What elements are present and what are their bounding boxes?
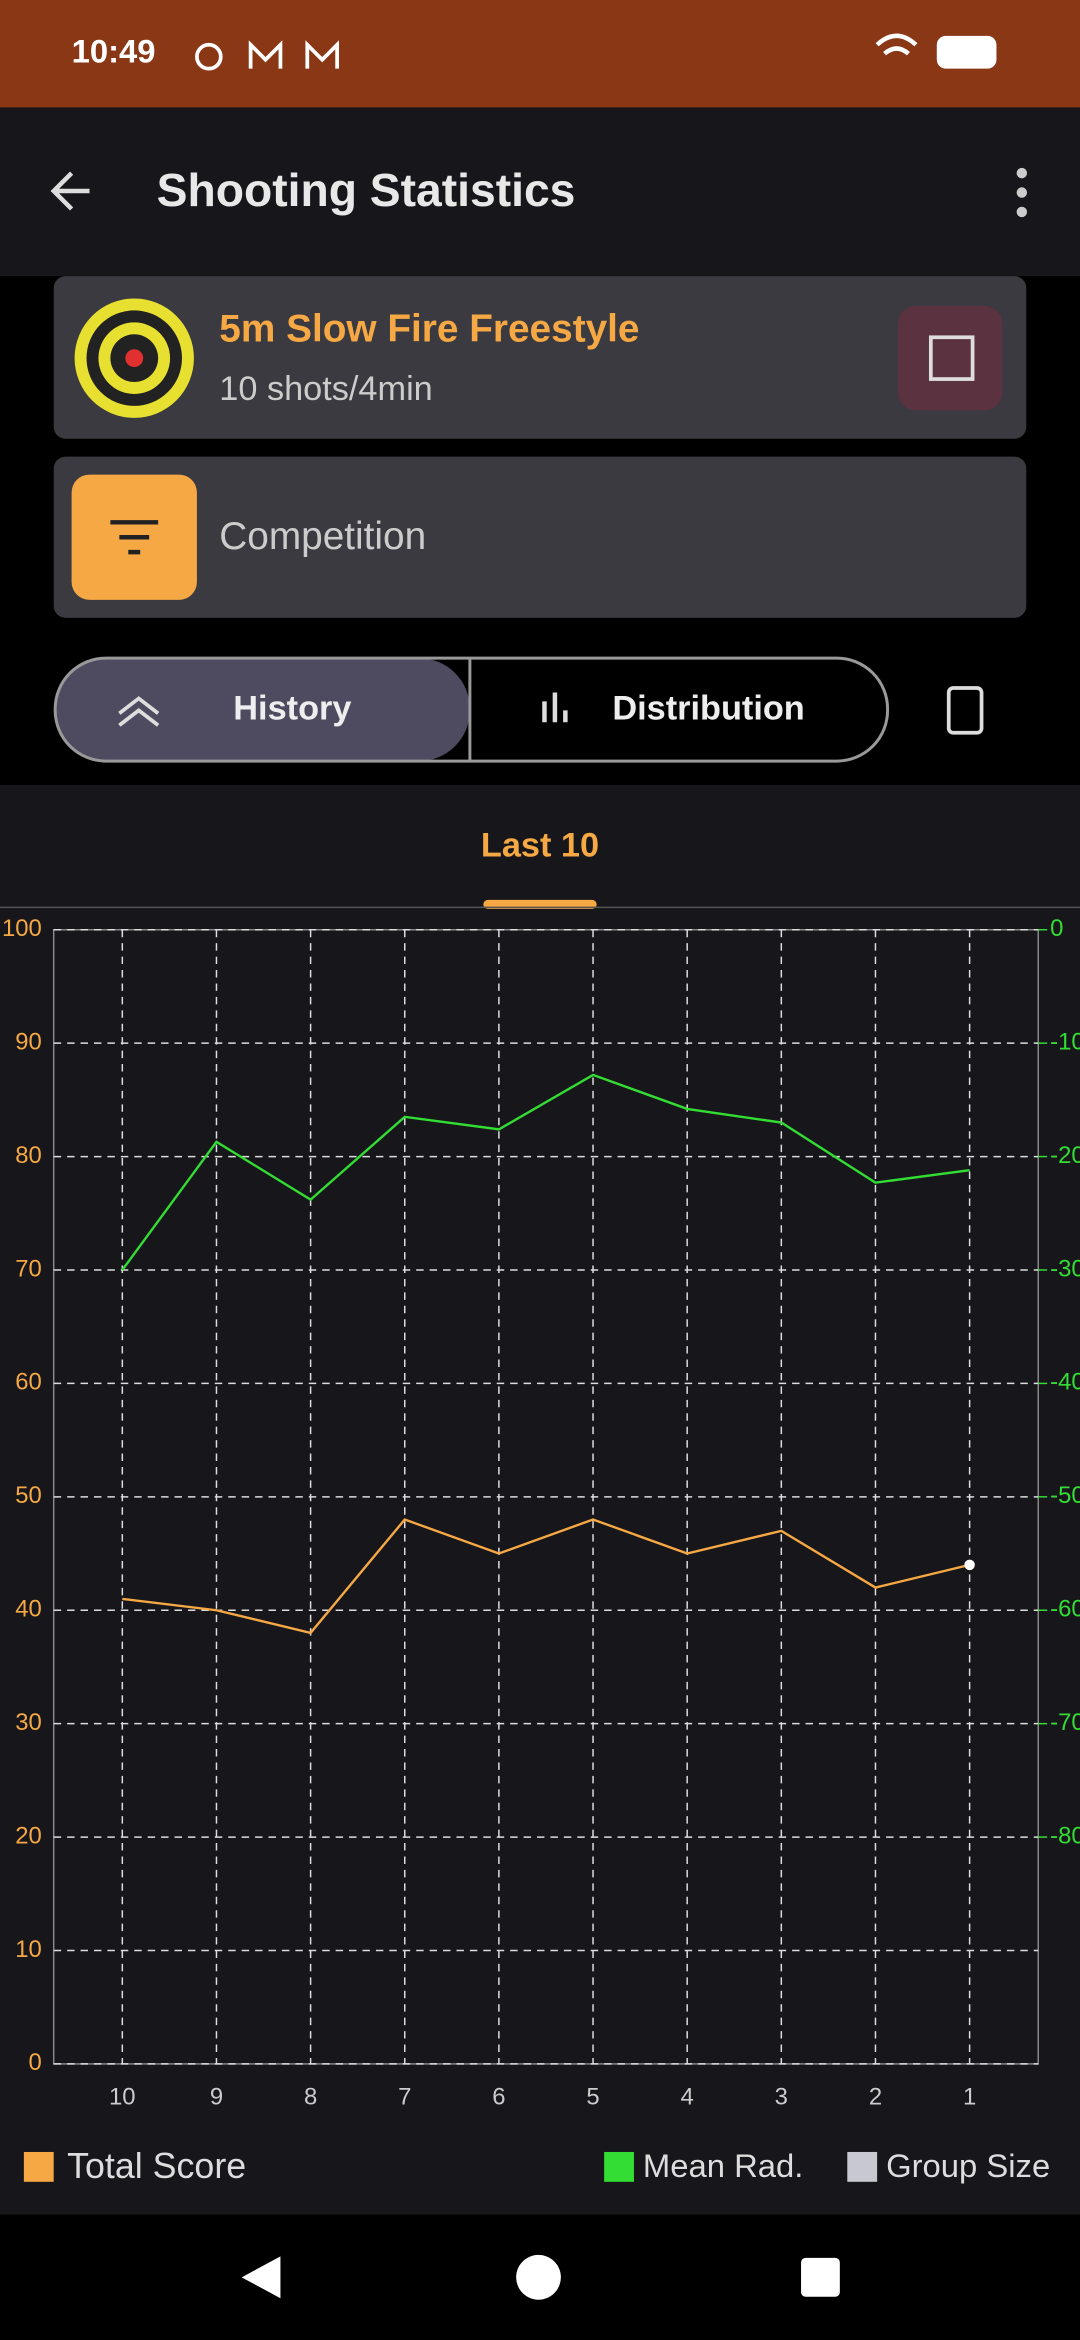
time: 10:49	[72, 32, 156, 69]
y-tick-label: 10	[15, 1936, 42, 1963]
y-tick-label: 100	[2, 915, 42, 942]
y2-tick-label: -70	[1050, 1709, 1080, 1736]
x-tick-label: 4	[681, 2084, 694, 2111]
details-button[interactable]	[898, 305, 1003, 411]
x-tick-label: 8	[304, 2084, 317, 2111]
y-tick-label: 30	[15, 1709, 42, 1736]
x-tick-label: 5	[586, 2084, 599, 2111]
x-tick-label: 3	[775, 2084, 788, 2111]
y2-tick-label: -50	[1050, 1482, 1080, 1509]
x-tick-label: 10	[109, 2084, 136, 2111]
app-title: Shooting Statistics	[157, 164, 576, 216]
chart-panel	[0, 784, 1080, 2215]
y-tick-label: 60	[15, 1369, 42, 1396]
layout-button[interactable]	[946, 686, 984, 735]
y2-tick-label: -30	[1050, 1255, 1080, 1282]
tab-label: History	[233, 689, 351, 727]
range-tab[interactable]: Last 10	[481, 827, 599, 865]
y2-tick-label: -60	[1050, 1596, 1080, 1623]
y2-tick-label: -10	[1050, 1028, 1080, 1055]
event-details: 10 shots/4min	[219, 370, 432, 408]
legend-label: Group Size	[886, 2147, 1050, 2184]
y-tick-label: 20	[15, 1822, 42, 1849]
y2-tick-label: -40	[1050, 1369, 1080, 1396]
x-tick-label: 9	[210, 2084, 223, 2111]
x-tick-label: 1	[963, 2084, 976, 2111]
legend-label: Mean Rad.	[643, 2147, 803, 2184]
menu-button[interactable]	[1016, 167, 1028, 218]
legend-swatch	[604, 2151, 634, 2182]
legend-swatch	[847, 2151, 878, 2182]
app-bar	[0, 107, 1080, 277]
event-name: 5m Slow Fire Freestyle	[219, 308, 639, 351]
y-tick-label: 40	[15, 1596, 42, 1623]
nav-home[interactable]	[516, 2254, 561, 2300]
y2-tick-label: -20	[1050, 1142, 1080, 1169]
status-icons	[195, 40, 339, 71]
series-line	[122, 1518, 970, 1635]
chart: 0 10 20 30 40 50 60 70 80 90 100 0 -10 -20 -30 -40 -50 -6…	[2, 915, 1080, 2186]
back-button[interactable]	[50, 171, 90, 211]
series-line	[121, 1073, 970, 1271]
x-tick-label: 7	[398, 2084, 411, 2111]
status-bar	[0, 0, 1080, 108]
tab-history[interactable]	[55, 658, 470, 762]
filter-label: Competition	[219, 515, 426, 558]
y-tick-label: 70	[15, 1255, 42, 1282]
x-tick-label: 2	[869, 2084, 882, 2111]
y2-tick-label: 0	[1050, 915, 1063, 942]
legend-label: Total Score	[67, 2146, 246, 2186]
x-tick-label: 6	[492, 2084, 505, 2111]
wifi	[875, 33, 918, 56]
battery	[936, 35, 997, 69]
nav-recents[interactable]	[801, 2257, 840, 2297]
y2-tick-label: -80	[1050, 1822, 1080, 1849]
filter-card[interactable]	[53, 456, 1027, 618]
y-tick-label: 90	[15, 1028, 42, 1055]
tab-label[interactable]: Distribution	[612, 689, 804, 727]
legend-swatch	[23, 2151, 54, 2182]
y-tick-label: 80	[15, 1142, 42, 1169]
event-card[interactable]	[53, 276, 1027, 439]
nav-back[interactable]	[241, 2256, 281, 2299]
y-tick-label: 50	[15, 1482, 42, 1509]
y-tick-label: 0	[28, 2049, 41, 2076]
highlight-point	[964, 1559, 975, 1571]
